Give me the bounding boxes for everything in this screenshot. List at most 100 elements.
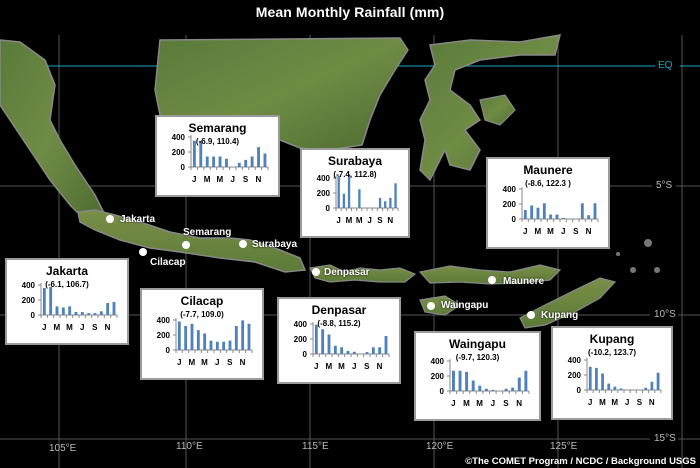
bar-D xyxy=(263,153,267,167)
city-marker-waingapu xyxy=(427,302,435,310)
bar-M xyxy=(218,156,222,167)
chart-panel-semarang: 0 200 400 J M M J S N Semarang (-6.9, 110.4) xyxy=(155,115,280,197)
chart-panel-title: Kupang xyxy=(589,332,635,346)
svg-text:M: M xyxy=(53,323,60,332)
svg-text:M: M xyxy=(356,216,363,225)
lat-label-5s: 5°S xyxy=(656,180,673,191)
bar-M xyxy=(601,373,604,390)
chart-panel-title: Maunere xyxy=(523,163,573,177)
svg-text:N: N xyxy=(240,358,246,367)
svg-text:M: M xyxy=(217,175,224,184)
city-label-maunere: Maunere xyxy=(503,276,545,287)
bar-J xyxy=(215,341,219,350)
chart-panel-coordinates: (-8.6, 122.3 ) xyxy=(525,179,571,188)
city-marker-jakarta xyxy=(106,215,114,223)
bar-F xyxy=(49,286,53,315)
bar-O xyxy=(250,156,254,167)
chart-panel-waingapu: 0 200 400 J M M J S N Waingapu (-9.7, 120.3) xyxy=(414,331,541,421)
svg-text:M: M xyxy=(66,323,73,332)
bar-M xyxy=(358,189,361,208)
svg-text:J: J xyxy=(177,358,181,367)
svg-text:0: 0 xyxy=(303,350,308,359)
svg-text:J: J xyxy=(192,175,196,184)
bar-J xyxy=(346,351,350,354)
svg-text:J: J xyxy=(561,227,565,236)
bar-M xyxy=(347,174,351,208)
sumba xyxy=(419,295,462,316)
svg-text:M: M xyxy=(463,399,470,408)
lat-label-15s: 15°S xyxy=(654,433,676,444)
bar-S xyxy=(378,197,382,208)
bar-A xyxy=(87,313,91,315)
city-marker-cilacap xyxy=(139,248,147,256)
bar-O xyxy=(234,326,238,350)
svg-text:J: J xyxy=(215,358,219,367)
svg-text:M: M xyxy=(534,227,541,236)
bar-M xyxy=(55,306,59,315)
svg-text:S: S xyxy=(377,216,383,225)
city-marker-denpasar xyxy=(312,268,320,276)
city-marker-kupang xyxy=(527,311,535,319)
svg-text:0: 0 xyxy=(31,311,36,320)
bar-S xyxy=(244,159,248,167)
bar-J xyxy=(177,321,181,350)
lon-label-120: 120°E xyxy=(426,441,454,452)
flores xyxy=(418,264,562,285)
bar-M xyxy=(190,323,194,350)
bar-S xyxy=(228,340,232,350)
bar-J xyxy=(555,214,559,219)
svg-text:400: 400 xyxy=(568,356,582,365)
city-marker-semarang xyxy=(182,241,190,249)
bar-J xyxy=(523,210,527,219)
lon-label-115: 115°E xyxy=(302,441,329,452)
svg-text:400: 400 xyxy=(172,133,186,142)
bar-D xyxy=(384,336,388,354)
svg-text:200: 200 xyxy=(431,372,445,381)
svg-text:M: M xyxy=(325,362,332,371)
chart-panel-title: Denpasar xyxy=(311,303,367,317)
bar-D xyxy=(247,323,251,350)
bar-F xyxy=(458,370,462,391)
chart-panel-coordinates: (-7.4, 112.8) xyxy=(333,170,377,179)
svg-text:M: M xyxy=(476,399,483,408)
bar-F xyxy=(184,326,188,350)
bar-J xyxy=(619,388,623,390)
bar-N xyxy=(389,197,392,208)
svg-text:N: N xyxy=(255,175,261,184)
svg-text:N: N xyxy=(377,362,383,371)
bar-A xyxy=(542,203,546,219)
bar-J xyxy=(561,217,565,219)
bar-F xyxy=(530,205,534,219)
bar-F xyxy=(595,367,598,390)
svg-text:S: S xyxy=(503,399,509,408)
svg-text:N: N xyxy=(516,399,522,408)
svg-text:M: M xyxy=(611,398,618,407)
svg-text:J: J xyxy=(523,227,527,236)
chart-panel-cilacap: 0 200 400 J M M J S N Cilacap (-7.7, 109.0) xyxy=(140,288,264,380)
chart-panel-title: Semarang xyxy=(188,121,247,135)
chart-panel-denpasar: 0 200 400 J M M J S N Denpasar (-8.8, 115.2) xyxy=(277,297,401,384)
lon-label-110: 110°E xyxy=(176,441,203,452)
chart-panel-title: Jakarta xyxy=(45,264,89,278)
chart-panel-kupang: 0 200 400 J M M J S N Kupang (-10.2, 123.7) xyxy=(551,326,673,420)
city-label-jakarta: Jakarta xyxy=(120,214,156,225)
bar-D xyxy=(593,203,597,219)
svg-text:S: S xyxy=(637,398,643,407)
svg-text:400: 400 xyxy=(431,357,445,366)
svg-text:200: 200 xyxy=(294,335,308,344)
bar-M xyxy=(536,207,540,219)
lesser-sunda-west xyxy=(309,264,417,283)
svg-text:400: 400 xyxy=(503,185,517,194)
chart-panel-title: Surabaya xyxy=(327,154,383,168)
chart-panel-coordinates: (-9.7, 120.3) xyxy=(455,353,500,362)
svg-text:M: M xyxy=(346,216,353,225)
chart-title: Mean Monthly Rainfall (mm) xyxy=(255,4,445,20)
svg-text:J: J xyxy=(314,362,318,371)
svg-text:400: 400 xyxy=(22,281,36,290)
city-label-surabaya: Surabaya xyxy=(252,239,298,250)
svg-text:J: J xyxy=(451,399,455,408)
svg-text:J: J xyxy=(491,399,495,408)
